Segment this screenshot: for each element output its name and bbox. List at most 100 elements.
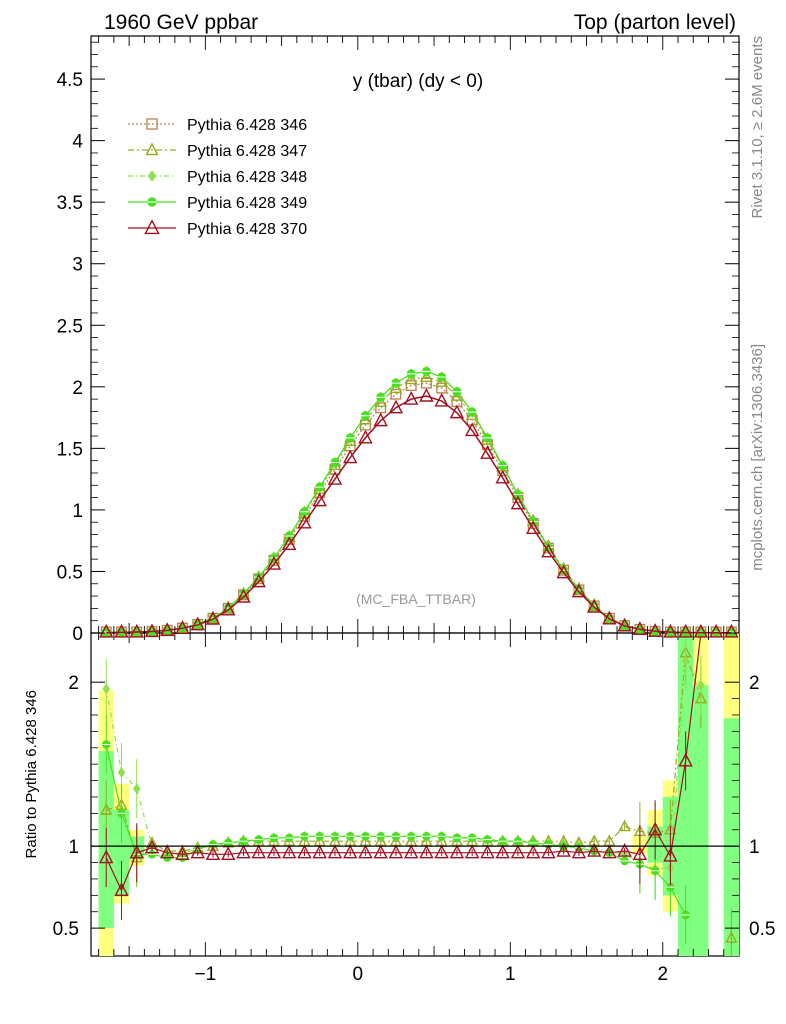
legend-label-4: Pythia 6.428 370 bbox=[187, 221, 307, 238]
main-ytick-label-6: 3 bbox=[72, 255, 83, 276]
ratio-point-s4-24 bbox=[464, 844, 480, 859]
ratio-bands bbox=[98, 633, 739, 956]
main-ytick-label-4: 2 bbox=[72, 378, 83, 399]
ratio-point-s4-31 bbox=[571, 844, 587, 859]
main-point-s4-41 bbox=[724, 623, 739, 638]
ratio-point-s4-34 bbox=[617, 842, 632, 857]
xtick-label-0: −1 bbox=[195, 964, 217, 985]
ratio-point-s4-27 bbox=[510, 844, 526, 859]
ratio-point-s4-33 bbox=[602, 844, 617, 859]
main-point-s4-8 bbox=[221, 601, 236, 616]
main-point-s4-32 bbox=[586, 599, 602, 613]
main-point-s4-33 bbox=[602, 610, 617, 625]
ratio-ylabel: Ratio to Pythia 6.428 346 bbox=[23, 690, 40, 858]
ratio-point-s1-0 bbox=[100, 803, 113, 815]
ratio-point-s2-2 bbox=[132, 783, 141, 795]
ratio-point-s4-0 bbox=[99, 849, 114, 864]
main-point-s4-35 bbox=[632, 621, 648, 635]
ratio-point-s4-36 bbox=[647, 821, 663, 836]
chart-title: y (tbar) (dy < 0) bbox=[353, 71, 483, 92]
main-point-s4-24 bbox=[464, 422, 480, 437]
ratio-point-s4-38 bbox=[678, 752, 693, 767]
ratio-band-14 bbox=[693, 685, 709, 956]
main-point-s4-30 bbox=[556, 564, 571, 579]
main-point-s4-27 bbox=[510, 495, 526, 510]
main-point-s4-36 bbox=[647, 623, 663, 637]
ratio-point-s4-32 bbox=[586, 842, 602, 857]
main-point-s4-13 bbox=[297, 514, 312, 529]
main-point-s4-29 bbox=[541, 543, 556, 558]
main-point-s4-39 bbox=[693, 623, 709, 638]
main-point-s4-21 bbox=[419, 387, 434, 402]
ratio-point-s4-25 bbox=[480, 844, 495, 859]
main-point-s1-19 bbox=[389, 380, 403, 394]
ratio-point-s4-8 bbox=[221, 846, 236, 860]
ratio-line-series-2 bbox=[105, 659, 702, 870]
ratio-point-s4-20 bbox=[403, 844, 419, 859]
main-point-s4-10 bbox=[251, 573, 266, 588]
main-point-s4-34 bbox=[617, 617, 632, 632]
ratio-point-s4-26 bbox=[495, 844, 510, 859]
main-point-s4-14 bbox=[312, 492, 327, 507]
ratio-ytick-label-1: 1 bbox=[68, 837, 79, 858]
ratio-point-s4-35 bbox=[632, 846, 648, 860]
ratio-point-s4-1 bbox=[114, 882, 129, 897]
ratio-band-16 bbox=[723, 718, 739, 956]
legend-marker-4 bbox=[144, 219, 160, 235]
main-point-s1-20 bbox=[404, 371, 418, 385]
ratio-point-s4-9 bbox=[236, 844, 251, 859]
mcplots-label: mcplots.cern.ch [arXiv:1306.3436] bbox=[749, 344, 766, 571]
ratio-point-s4-18 bbox=[373, 844, 388, 859]
ratio-point-s4-5 bbox=[175, 846, 190, 860]
xtick-label-1: 0 bbox=[353, 964, 364, 985]
main-point-s0-20 bbox=[405, 380, 417, 392]
main-ytick-label-1: 0.5 bbox=[57, 562, 83, 583]
ratio-point-s4-13 bbox=[297, 844, 312, 859]
axes: 0 0.5 1 1.5 2 2.5 3 3.5 4 4.5 −1 0 1 2 0.5 0.5 1 1 2 2 bbox=[53, 36, 775, 985]
ratio-point-s2-1 bbox=[117, 766, 126, 778]
ratio-point-s4-10 bbox=[251, 844, 266, 859]
ratio-point-s4-22 bbox=[434, 844, 449, 859]
main-point-s4-3 bbox=[144, 623, 160, 638]
main-point-s4-19 bbox=[388, 399, 404, 414]
ratio-line-series-1 bbox=[106, 652, 702, 859]
main-point-s4-37 bbox=[663, 623, 678, 638]
main-point-s4-26 bbox=[495, 469, 510, 484]
legend-marker-2 bbox=[147, 170, 157, 182]
main-point-s4-15 bbox=[327, 471, 343, 485]
ratio-panel-frame bbox=[90, 632, 740, 957]
ratio-ytick-label-right-2: 2 bbox=[749, 673, 760, 694]
watermark: (MC_FBA_TTBAR) bbox=[356, 591, 476, 607]
ratio-band-3 bbox=[113, 810, 130, 896]
main-point-s4-4 bbox=[160, 622, 175, 637]
main-point-s1-21 bbox=[419, 369, 433, 382]
legend-marker-0 bbox=[146, 118, 158, 130]
main-point-s4-2 bbox=[129, 623, 144, 638]
main-point-s4-25 bbox=[480, 445, 495, 459]
main-point-s0-22 bbox=[436, 382, 448, 394]
ratio-point-s4-16 bbox=[342, 844, 358, 859]
main-ytick-label-2: 1 bbox=[72, 501, 83, 522]
main-point-s1-22 bbox=[435, 374, 449, 387]
legend-label-0: Pythia 6.428 346 bbox=[187, 117, 307, 134]
rivet-label: Rivet 3.1.10, ≥ 2.6M events bbox=[749, 36, 766, 219]
main-point-s4-20 bbox=[403, 391, 419, 405]
ratio-point-s1-41 bbox=[725, 931, 738, 943]
main-point-s4-31 bbox=[571, 583, 587, 598]
ratio-ytick-label-right-0: 0.5 bbox=[749, 919, 775, 940]
main-point-s4-16 bbox=[342, 449, 358, 464]
main-point-s4-28 bbox=[525, 520, 541, 535]
xtick-label-2: 1 bbox=[505, 964, 516, 985]
main-point-s4-18 bbox=[373, 412, 388, 427]
ratio-line-series-3 bbox=[105, 744, 687, 916]
legend-label-1: Pythia 6.428 347 bbox=[187, 143, 307, 160]
main-line-series-4 bbox=[106, 395, 732, 634]
main-point-s4-40 bbox=[708, 623, 724, 638]
legend-marker-1 bbox=[145, 142, 159, 156]
ratio-ytick-label-0: 0.5 bbox=[53, 919, 79, 940]
ratio-point-s4-19 bbox=[388, 844, 404, 859]
ratio-point-s4-2 bbox=[129, 844, 144, 859]
ratio-point-s4-4 bbox=[160, 844, 175, 859]
main-ytick-label-9: 4.5 bbox=[57, 70, 83, 91]
ratio-point-s4-6 bbox=[190, 844, 205, 859]
